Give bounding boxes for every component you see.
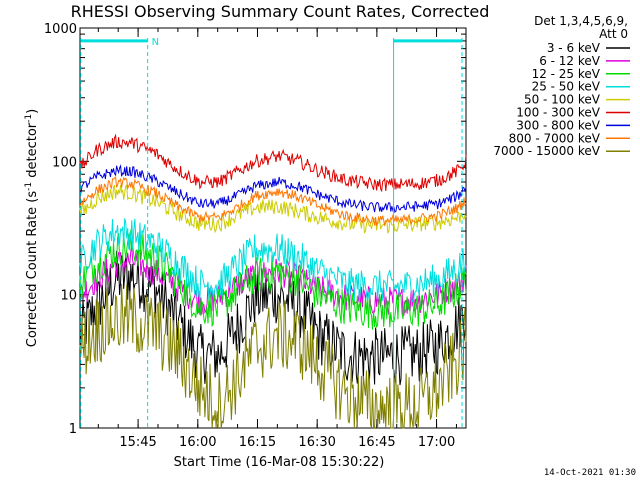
footer-timestamp: 14-Oct-2021 01:30 bbox=[544, 468, 636, 478]
x-tick-label: 15:45 bbox=[119, 435, 156, 450]
legend-detectors: Det 1,3,4,5,6,9, bbox=[534, 14, 628, 28]
legend-label: 25 - 50 keV bbox=[532, 80, 601, 94]
legend-label: 12 - 25 keV bbox=[532, 67, 601, 81]
x-tick-label: 16:00 bbox=[179, 435, 216, 450]
y-tick-label: 100 bbox=[52, 155, 77, 170]
y-tick-label: 1 bbox=[69, 422, 77, 437]
chart-svg: RHESSI Observing Summary Count Rates, Co… bbox=[0, 0, 640, 480]
x-tick-label: 17:00 bbox=[418, 435, 455, 450]
legend-label: 50 - 100 keV bbox=[524, 93, 601, 107]
y-tick-label: 1000 bbox=[44, 22, 77, 37]
legend-label: 3 - 6 keV bbox=[547, 41, 601, 55]
plot-frame bbox=[80, 28, 466, 428]
x-tick-label: 16:45 bbox=[358, 435, 395, 450]
chart-title: RHESSI Observing Summary Count Rates, Co… bbox=[71, 2, 490, 21]
legend-label: 7000 - 15000 keV bbox=[493, 144, 600, 158]
legend-label: 800 - 7000 keV bbox=[509, 131, 601, 145]
x-tick-label: 16:30 bbox=[298, 435, 335, 450]
series-group bbox=[80, 230, 466, 330]
night-flag-label: N bbox=[152, 37, 159, 48]
chart-root: RHESSI Observing Summary Count Rates, Co… bbox=[0, 0, 640, 480]
series-layer bbox=[80, 135, 466, 428]
legend-label: 300 - 800 keV bbox=[516, 118, 600, 132]
x-axis-label: Start Time (16-Mar-08 15:30:22) bbox=[174, 455, 385, 470]
y-axis-label: Corrected Count Rate (s-1 detector-1) bbox=[24, 109, 40, 347]
legend-label: 100 - 300 keV bbox=[516, 106, 600, 120]
series-line bbox=[80, 230, 466, 330]
x-tick-label: 16:15 bbox=[239, 435, 276, 450]
legend-attenuator: Att 0 bbox=[599, 27, 628, 41]
y-tick-label: 10 bbox=[60, 289, 77, 304]
y-axis-label-group: Corrected Count Rate (s-1 detector-1) bbox=[24, 109, 40, 347]
legend-label: 6 - 12 keV bbox=[539, 54, 601, 68]
